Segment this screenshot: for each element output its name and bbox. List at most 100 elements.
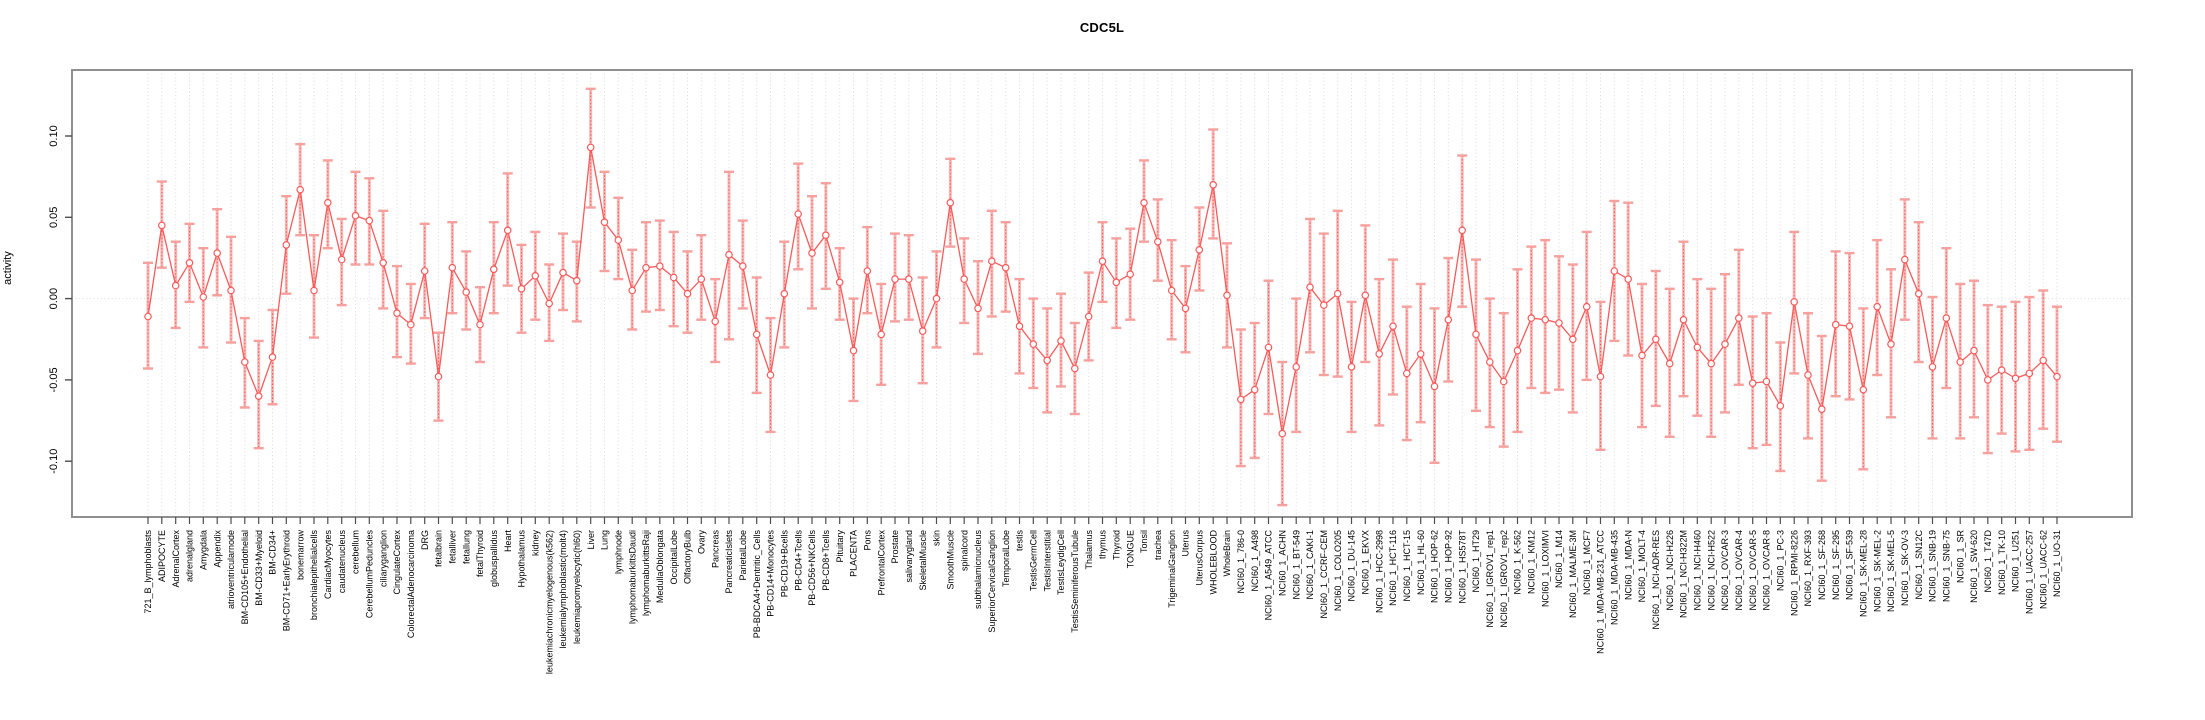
x-tick-label: NCI60_1_MALME-3M bbox=[1568, 530, 1578, 618]
data-point bbox=[462, 288, 471, 296]
x-tick-label: NCI60_1_MDA-MB-231_ATCC bbox=[1596, 530, 1606, 654]
data-point bbox=[1057, 337, 1065, 345]
data-point bbox=[711, 317, 720, 326]
data-point bbox=[1569, 335, 1577, 344]
x-tick-label: adrenalgland bbox=[185, 530, 195, 582]
data-point bbox=[1472, 330, 1480, 339]
data-point bbox=[642, 263, 650, 272]
data-point bbox=[669, 273, 678, 282]
x-tick-label: NCI60_1_A549_ATCC bbox=[1264, 530, 1274, 621]
data-point bbox=[1776, 402, 1785, 410]
x-tick-label: TestisLeydigCell bbox=[1056, 530, 1066, 595]
x-tick-label: Tonsil bbox=[1139, 530, 1149, 553]
x-tick-label: NCI60_1_NCI-ADR-RES bbox=[1651, 530, 1661, 630]
x-tick-label: NCI60_1_IGROV1_rep1 bbox=[1485, 530, 1495, 628]
data-point bbox=[1361, 291, 1370, 300]
data-point bbox=[351, 211, 360, 220]
x-tick-label: WHOLEBLOOD bbox=[1208, 530, 1218, 595]
x-tick-label: globuspallidus bbox=[489, 530, 499, 588]
x-tick-label: testis bbox=[1015, 530, 1025, 552]
data-point bbox=[1652, 335, 1660, 344]
data-point bbox=[434, 372, 443, 381]
data-point bbox=[1970, 346, 1978, 355]
data-point bbox=[1084, 312, 1093, 321]
x-tick-label: OlfactoryBulb bbox=[683, 530, 693, 584]
data-point bbox=[1098, 257, 1107, 266]
x-tick-label: spinalcord bbox=[959, 530, 969, 571]
data-point bbox=[725, 250, 733, 259]
x-tick-label: ParietalLobe bbox=[738, 530, 748, 581]
data-point bbox=[282, 241, 291, 249]
x-tick-label: NCI60_1_MDA-N bbox=[1623, 530, 1633, 600]
data-point bbox=[794, 210, 803, 218]
data-point bbox=[1527, 314, 1536, 322]
x-tick-label: NCI60_1_NCI-H522 bbox=[1706, 530, 1716, 611]
data-point bbox=[1818, 405, 1826, 414]
x-tick-label: Prostate bbox=[890, 530, 900, 564]
x-tick-label: trachea bbox=[1153, 530, 1163, 560]
data-point bbox=[379, 258, 388, 267]
x-tick-label: NCI60_1_K-562 bbox=[1513, 530, 1523, 595]
x-tick-label: BM-CD71+EarlyErythroid bbox=[281, 530, 291, 631]
data-point bbox=[780, 289, 789, 298]
data-point bbox=[517, 284, 526, 293]
data-point bbox=[489, 265, 498, 274]
x-tick-label: Pancreas bbox=[710, 530, 720, 569]
x-tick-label: Amygdala bbox=[198, 530, 208, 570]
x-tick-label: BM-CD34+ bbox=[268, 530, 278, 575]
x-tick-label: Hypothalamus bbox=[517, 530, 527, 588]
x-tick-label: NCI60_1_HT29 bbox=[1471, 530, 1481, 593]
x-tick-label: ADIPOCYTE bbox=[157, 530, 167, 582]
x-tick-label: TestisGermCell bbox=[1028, 530, 1038, 591]
x-tick-label: Liver bbox=[586, 530, 596, 550]
chart-title: CDC5L bbox=[1079, 20, 1125, 35]
x-tick-label: fetalThyroid bbox=[475, 530, 485, 577]
data-point bbox=[974, 304, 982, 313]
data-point bbox=[1029, 340, 1038, 348]
data-point bbox=[683, 289, 692, 298]
x-tick-label: AdrenalCortex bbox=[171, 530, 181, 588]
x-tick-label: NCI60_1_UACC-257 bbox=[2024, 530, 2034, 614]
x-tick-label: NCI60_1_HL-60 bbox=[1416, 530, 1426, 595]
x-tick-label: skin bbox=[932, 530, 942, 546]
x-tick-label: cerebellum bbox=[351, 530, 361, 574]
data-point bbox=[1278, 429, 1287, 438]
data-point bbox=[1942, 314, 1951, 322]
data-point bbox=[1001, 263, 1010, 272]
x-tick-label: ColorectalAdenocarcinoma bbox=[406, 530, 416, 638]
x-tick-label: 721_B_lymphoblasts bbox=[143, 530, 153, 614]
x-tick-label: NCI60_1_CCRF-CEM bbox=[1319, 530, 1329, 619]
data-point bbox=[1333, 289, 1342, 298]
data-point bbox=[1209, 181, 1218, 189]
data-point bbox=[904, 275, 913, 283]
data-point bbox=[932, 294, 941, 303]
x-tick-label: NCI60_1_SNB-19 bbox=[1928, 530, 1938, 602]
x-tick-label: atrioventricularnode bbox=[226, 530, 236, 609]
x-tick-label: thymus bbox=[1098, 530, 1108, 560]
data-point bbox=[1043, 356, 1052, 365]
y-tick-label: -0.10 bbox=[48, 449, 60, 474]
x-tick-label: PB-CD56+NKCells bbox=[807, 530, 817, 606]
data-point bbox=[1140, 198, 1148, 207]
x-tick-label: salivarygland bbox=[904, 530, 914, 583]
data-point bbox=[1112, 278, 1121, 287]
data-point bbox=[1375, 350, 1384, 358]
data-point bbox=[406, 320, 415, 329]
data-point bbox=[1984, 376, 1992, 384]
data-point bbox=[503, 226, 512, 235]
data-point bbox=[987, 257, 996, 266]
x-axis: 721_B_lymphoblasts ADIPOCYTE AdrenalCortex… bbox=[143, 517, 2062, 674]
x-tick-label: TemporalLobe bbox=[1001, 530, 1011, 587]
x-tick-label: NCI60_1_MDA-MB-435 bbox=[1609, 530, 1619, 625]
x-tick-label: NCI60_1_SW-620 bbox=[1969, 530, 1979, 603]
data-point bbox=[946, 198, 955, 207]
x-tick-label: NCI60_1_HOP-92 bbox=[1443, 530, 1453, 603]
data-point bbox=[1264, 343, 1273, 352]
data-point bbox=[1679, 315, 1688, 324]
x-tick-label: caudatenucleus bbox=[337, 530, 347, 594]
data-point bbox=[1804, 371, 1812, 379]
data-point bbox=[877, 330, 886, 339]
data-point bbox=[2011, 374, 2020, 383]
data-point bbox=[365, 216, 374, 225]
